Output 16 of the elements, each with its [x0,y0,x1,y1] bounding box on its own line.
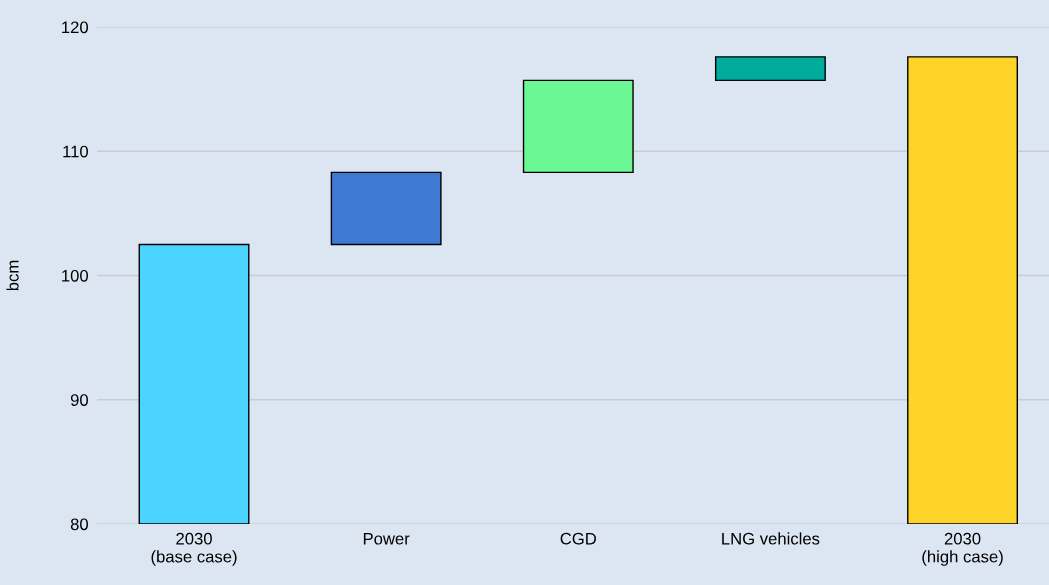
x-tick-label: 2030 (high case) [922,532,1003,566]
y-tick-label: 110 [63,145,89,158]
y-tick-label: 100 [62,269,89,282]
x-tick-label: Power [363,532,410,545]
y-tick-label: 90 [70,394,89,406]
bar [330,171,442,246]
bar [138,243,250,524]
bar [714,56,826,82]
bar [522,79,634,174]
x-tick-label: CGD [560,532,596,545]
x-tick-label: 2030 (base case) [151,532,237,566]
x-tick-label: LNG vehicles [722,532,820,545]
y-tick-label: 80 [70,518,89,531]
bar [907,56,1018,524]
y-axis-title: bcm [6,260,19,291]
y-tick-label: 120 [62,21,89,34]
